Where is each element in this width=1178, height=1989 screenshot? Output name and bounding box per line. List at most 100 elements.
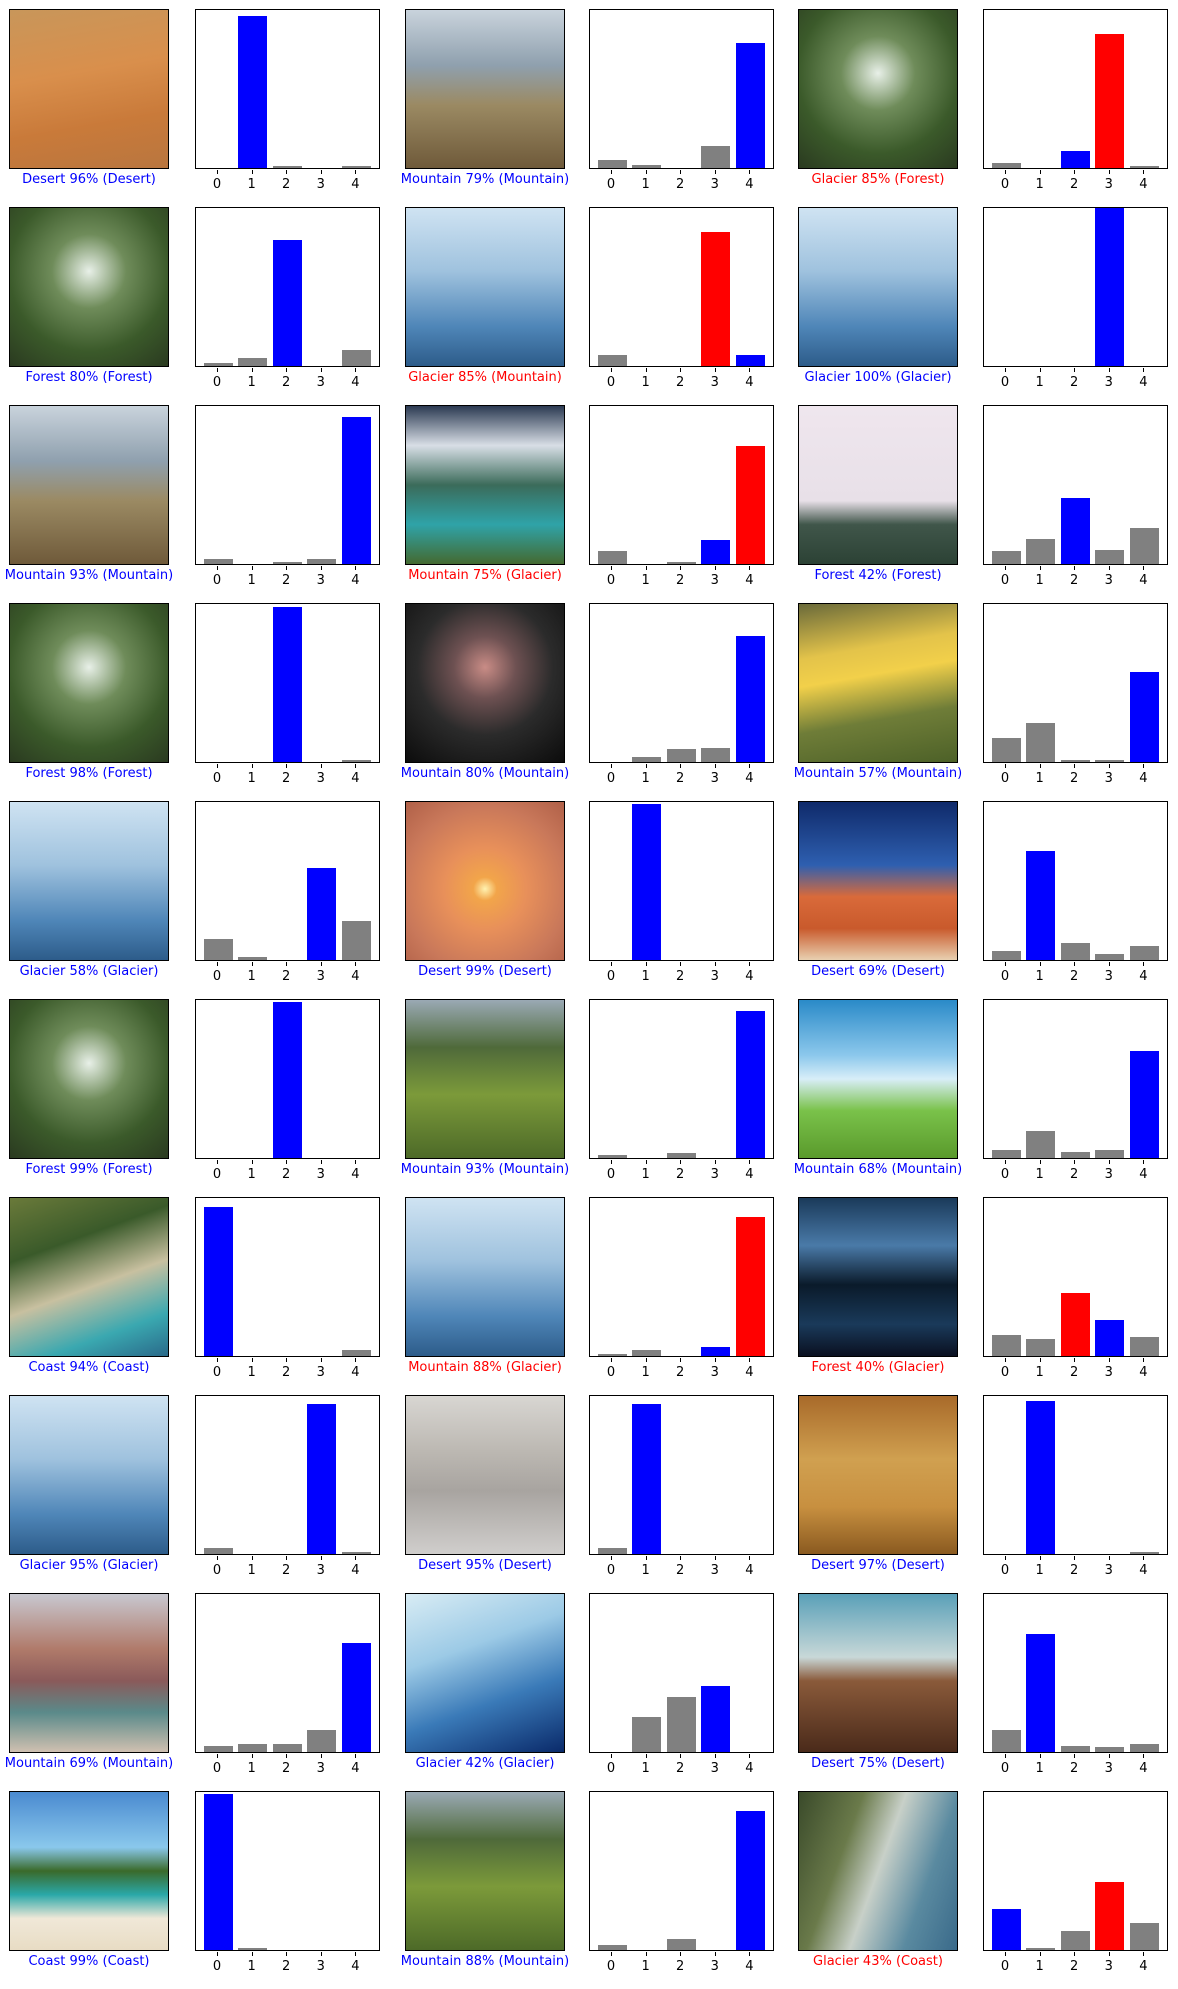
x-tick-mark	[1108, 170, 1110, 174]
probability-bar-chart: 0 1 2 3 4	[589, 1791, 774, 1974]
x-tick-mark	[217, 962, 218, 966]
x-tick-mark	[1039, 368, 1041, 372]
x-tick-label: 4	[1139, 177, 1148, 192]
x-tick-label: 0	[606, 1365, 616, 1380]
x-tick-label: 0	[1000, 177, 1010, 192]
x-tick-mark	[320, 368, 322, 372]
prediction-caption: Forest 42% (Forest)	[814, 568, 942, 583]
probability-bar	[597, 1354, 627, 1356]
x-tick-mark	[645, 170, 647, 174]
x-tick-label: 2	[1070, 1365, 1079, 1380]
probability-bar-chart: 0 1 2 3 4	[195, 1791, 380, 1974]
x-tick-mark	[217, 566, 218, 570]
probability-bar	[1060, 1745, 1090, 1752]
x-tick-label: 4	[351, 771, 360, 786]
probability-bar-chart: 0 1 2 3 4	[983, 1197, 1168, 1380]
probability-bar-chart: 0 1 2 3 4	[983, 801, 1168, 984]
x-tick-label: 0	[212, 771, 222, 786]
probability-bar-chart: 0 1 2 3 4	[589, 405, 774, 588]
probability-bar	[735, 43, 765, 168]
x-tick-label: 4	[351, 375, 360, 390]
probability-bar	[272, 1744, 302, 1752]
probability-bar	[307, 868, 337, 960]
probability-bar	[203, 1793, 233, 1950]
x-tick-label: 3	[316, 573, 325, 588]
x-tick-mark	[320, 1754, 322, 1758]
x-tick-mark	[1005, 1754, 1006, 1758]
prediction-caption: Desert 97% (Desert)	[811, 1558, 945, 1573]
prediction-caption: Glacier 95% (Glacier)	[19, 1558, 159, 1573]
prediction-caption: Glacier 43% (Coast)	[813, 1954, 943, 1969]
x-tick-label: 4	[351, 1959, 360, 1974]
probability-bar	[238, 358, 268, 366]
prediction-caption: Mountain 68% (Mountain)	[793, 1162, 963, 1177]
prediction-caption: Forest 98% (Forest)	[25, 766, 153, 781]
probability-bar	[203, 1745, 233, 1752]
x-tick-mark	[714, 1160, 716, 1164]
prediction-caption: Forest 80% (Forest)	[25, 370, 153, 385]
x-tick-mark	[217, 764, 218, 768]
x-tick-mark	[749, 764, 751, 768]
x-tick-mark	[1005, 764, 1006, 768]
x-tick-label: 0	[606, 1959, 616, 1974]
x-tick-mark	[1143, 1754, 1145, 1758]
x-tick-label: 1	[641, 375, 650, 390]
probability-bar	[666, 562, 696, 564]
scene-image	[798, 1395, 958, 1555]
x-tick-mark	[714, 764, 716, 768]
scene-image	[405, 603, 565, 763]
probability-bar	[735, 1011, 765, 1158]
x-tick-mark	[217, 170, 218, 174]
x-tick-label: 2	[282, 1959, 291, 1974]
probability-bar-chart: 0 1 2 3 4	[195, 1395, 380, 1578]
prediction-caption: Mountain 88% (Glacier)	[408, 1360, 562, 1375]
x-tick-label: 2	[676, 1563, 685, 1578]
probability-bar	[1026, 1338, 1056, 1356]
x-tick-label: 1	[641, 1167, 650, 1182]
x-tick-mark	[217, 1952, 218, 1956]
x-tick-label: 1	[247, 573, 256, 588]
x-tick-label: 2	[1070, 1761, 1079, 1776]
x-tick-mark	[251, 1358, 253, 1362]
probability-bar-chart: 0 1 2 3 4	[589, 1197, 774, 1380]
x-tick-mark	[355, 962, 357, 966]
probability-bar	[632, 803, 662, 960]
x-tick-label: 2	[282, 1167, 291, 1182]
x-tick-mark	[251, 962, 253, 966]
x-tick-mark	[355, 1160, 357, 1164]
x-tick-label: 4	[745, 573, 754, 588]
x-tick-mark	[714, 368, 716, 372]
x-tick-mark	[1074, 962, 1076, 966]
x-tick-label: 0	[1000, 1959, 1010, 1974]
prediction-caption: Mountain 57% (Mountain)	[793, 766, 963, 781]
scene-image	[9, 603, 169, 763]
probability-bar	[1129, 945, 1159, 960]
probability-bar	[203, 362, 233, 366]
x-tick-mark	[355, 170, 357, 174]
probability-bar	[1060, 1931, 1090, 1950]
x-tick-label: 3	[710, 375, 719, 390]
x-tick-label: 2	[282, 177, 291, 192]
x-tick-label: 4	[1139, 1761, 1148, 1776]
x-tick-label: 2	[1070, 1167, 1079, 1182]
x-tick-label: 0	[212, 969, 222, 984]
x-tick-mark	[1143, 170, 1145, 174]
scene-image	[405, 1593, 565, 1753]
prediction-caption: Mountain 75% (Glacier)	[408, 568, 562, 583]
x-tick-mark	[680, 170, 682, 174]
x-tick-label: 4	[1139, 1959, 1148, 1974]
x-tick-mark	[286, 1556, 288, 1560]
x-tick-mark	[286, 1358, 288, 1362]
x-tick-mark	[1005, 1556, 1006, 1560]
x-tick-mark	[714, 1556, 716, 1560]
x-tick-mark	[217, 368, 218, 372]
x-tick-mark	[355, 1952, 357, 1956]
x-tick-mark	[1039, 1754, 1041, 1758]
scene-image	[9, 999, 169, 1159]
x-tick-mark	[1039, 1556, 1041, 1560]
probability-bar	[597, 1154, 627, 1158]
probability-bar-chart: 0 1 2 3 4	[589, 1593, 774, 1776]
probability-bar	[1095, 1150, 1125, 1158]
x-tick-label: 3	[316, 1167, 325, 1182]
x-tick-label: 0	[212, 1365, 222, 1380]
